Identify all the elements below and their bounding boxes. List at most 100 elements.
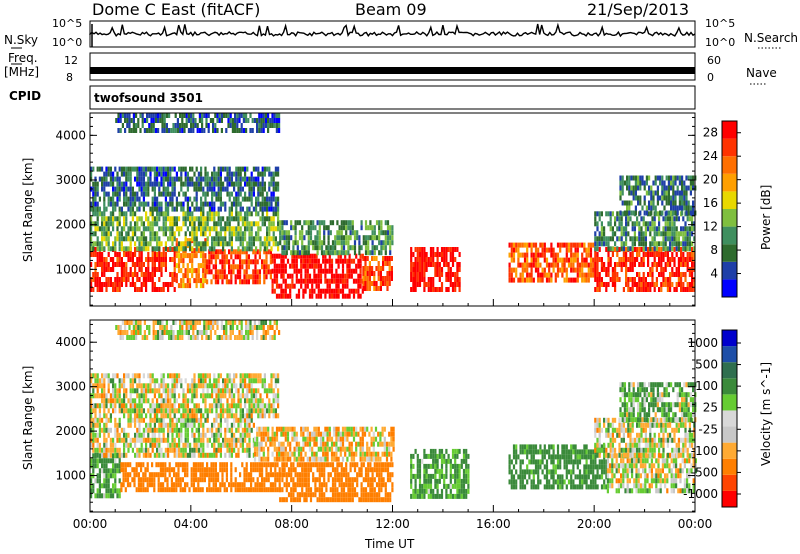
heatmap-cell bbox=[554, 262, 557, 268]
heatmap-cell bbox=[184, 171, 187, 177]
heatmap-cell bbox=[552, 469, 555, 475]
heatmap-cell bbox=[117, 113, 120, 118]
heatmap-cell bbox=[250, 176, 253, 182]
heatmap-cell bbox=[160, 206, 163, 212]
heatmap-cell bbox=[195, 241, 198, 247]
heatmap-cell bbox=[105, 176, 108, 182]
heatmap-cell bbox=[123, 201, 126, 207]
heatmap-cell bbox=[248, 176, 251, 182]
heatmap-cell bbox=[412, 272, 415, 277]
heatmap-cell bbox=[308, 293, 312, 299]
heatmap-cell bbox=[581, 454, 584, 460]
heatmap-cell bbox=[642, 483, 645, 489]
heatmap-cell bbox=[287, 245, 291, 251]
heatmap-cell bbox=[410, 458, 413, 464]
heatmap-cell bbox=[669, 277, 672, 282]
heatmap-cell bbox=[175, 487, 178, 493]
heatmap-cell bbox=[572, 277, 575, 283]
heatmap-cell bbox=[614, 221, 617, 227]
heatmap-cell bbox=[570, 444, 573, 450]
heatmap-cell bbox=[578, 242, 582, 248]
heatmap-cell bbox=[173, 252, 176, 257]
heatmap-cell bbox=[116, 236, 119, 242]
heatmap-cell bbox=[565, 257, 568, 263]
heatmap-cell bbox=[678, 190, 681, 196]
heatmap-cell bbox=[367, 477, 370, 483]
heatmap-cell bbox=[216, 128, 219, 133]
heatmap-cell bbox=[641, 205, 644, 211]
heatmap-cell bbox=[195, 231, 198, 237]
heatmap-cell bbox=[184, 211, 187, 217]
heatmap-cell bbox=[592, 469, 595, 475]
heatmap-cell bbox=[541, 242, 544, 248]
heatmap-cell bbox=[295, 278, 298, 284]
heatmap-cell bbox=[261, 472, 264, 478]
heatmap-cell bbox=[90, 166, 93, 172]
heatmap-cell bbox=[168, 487, 171, 493]
heatmap-cell bbox=[165, 123, 168, 128]
heatmap-cell bbox=[124, 462, 127, 468]
heatmap-cell bbox=[188, 268, 192, 274]
heatmap-cell bbox=[160, 166, 163, 172]
heatmap-cell bbox=[162, 186, 165, 192]
heatmap-cell bbox=[197, 221, 200, 227]
heatmap-cell bbox=[164, 282, 167, 287]
heatmap-cell bbox=[364, 276, 367, 281]
heatmap-cell bbox=[298, 230, 302, 236]
heatmap-cell bbox=[541, 247, 544, 253]
heatmap-cell bbox=[103, 171, 106, 177]
heatmap-cell bbox=[297, 278, 301, 284]
heatmap-cell bbox=[334, 245, 337, 251]
heatmap-cell bbox=[600, 277, 603, 282]
heatmap-cell bbox=[642, 216, 645, 222]
heatmap-cell bbox=[158, 166, 161, 172]
heatmap-cell bbox=[90, 221, 93, 227]
heatmap-cell bbox=[275, 113, 278, 118]
heatmap-cell bbox=[681, 185, 684, 191]
heatmap-cell bbox=[117, 118, 120, 123]
heatmap-cell bbox=[167, 176, 170, 182]
heatmap-cell bbox=[631, 221, 634, 227]
heatmap-cell bbox=[534, 247, 538, 253]
heatmap-cell bbox=[565, 252, 568, 258]
heatmap-cell bbox=[279, 235, 282, 241]
heatmap-cell bbox=[652, 190, 655, 196]
heatmap-cell bbox=[268, 201, 271, 207]
heatmap-cell bbox=[169, 246, 172, 252]
heatmap-cell bbox=[161, 118, 164, 123]
heatmap-cell bbox=[289, 263, 292, 269]
heatmap-cell bbox=[414, 282, 417, 287]
heatmap-cell bbox=[129, 186, 132, 192]
heatmap-cell bbox=[686, 246, 689, 252]
heatmap-cell bbox=[149, 166, 152, 172]
heatmap-cell bbox=[567, 449, 571, 455]
heatmap-cell bbox=[134, 241, 137, 247]
heatmap-cell bbox=[339, 288, 342, 294]
heatmap-cell bbox=[438, 448, 441, 454]
heatmap-cell bbox=[585, 257, 588, 263]
heatmap-cell bbox=[693, 287, 696, 292]
heatmap-cell bbox=[330, 268, 334, 274]
heatmap-cell bbox=[436, 257, 439, 262]
heatmap-cell bbox=[150, 128, 153, 133]
heatmap-cell bbox=[510, 272, 513, 278]
heatmap-cell bbox=[528, 459, 531, 465]
heatmap-cell bbox=[465, 478, 468, 484]
heatmap-cell bbox=[462, 453, 466, 459]
heatmap-cell bbox=[334, 497, 337, 503]
heatmap-cell bbox=[440, 488, 444, 494]
heatmap-cell bbox=[293, 268, 296, 274]
heatmap-cell bbox=[315, 273, 318, 279]
heatmap-cell bbox=[250, 191, 253, 197]
heatmap-cell bbox=[320, 220, 324, 226]
heatmap-cell bbox=[512, 449, 516, 455]
heatmap-cell bbox=[364, 256, 367, 261]
heatmap-cell bbox=[285, 477, 288, 483]
heatmap-cell bbox=[151, 287, 154, 292]
heatmap-cell bbox=[247, 264, 250, 270]
heatmap-cell bbox=[250, 236, 253, 242]
heatmap-cell bbox=[184, 176, 187, 182]
heatmap-cell bbox=[382, 281, 385, 286]
heatmap-cell bbox=[636, 272, 639, 277]
heatmap-cell bbox=[143, 128, 146, 133]
